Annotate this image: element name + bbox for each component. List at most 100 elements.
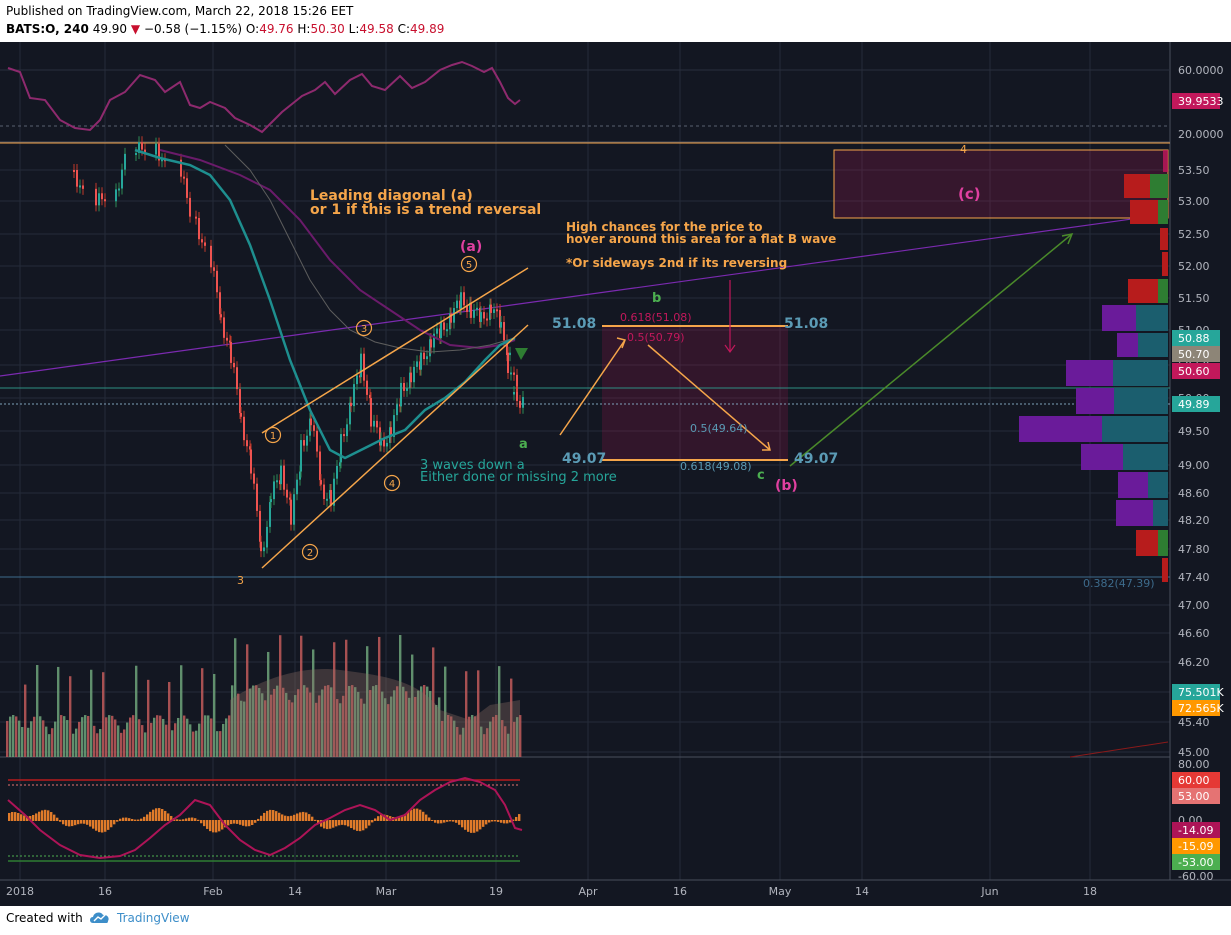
volume-bar (279, 635, 282, 757)
volume-bar (360, 698, 363, 757)
volume-bar (327, 685, 330, 757)
volume-bar (213, 673, 216, 757)
candle-body (323, 484, 325, 500)
candle-body (229, 340, 231, 343)
osc-bar (230, 820, 233, 825)
osc-bar (38, 811, 41, 821)
osc-bar (353, 820, 356, 830)
candle-body (500, 322, 502, 328)
price-axis-label: 47.40 (1178, 571, 1210, 584)
volume-bar (462, 727, 465, 757)
osc-bar (95, 820, 98, 831)
osc-bar (47, 810, 50, 821)
volume-bar (60, 715, 63, 757)
candle-body (186, 178, 188, 198)
wave-num-2: 2 (307, 548, 313, 559)
volume-bar (171, 730, 174, 757)
price-axis: 53.5053.0052.5052.0051.5051.0050.5050.00… (1178, 64, 1224, 883)
label-sideways: *Or sideways 2nd if its reversing (566, 256, 787, 270)
candle-body (463, 292, 465, 306)
volume-bar (390, 696, 393, 757)
price-badge: -15.09 (1172, 838, 1220, 854)
osc-bar (467, 820, 470, 832)
time-axis-label: Apr (578, 885, 598, 898)
volume-bar (243, 701, 246, 757)
volume-bar (405, 691, 408, 757)
volume-bar (408, 697, 411, 757)
svg-text:-53.00: -53.00 (1178, 856, 1213, 869)
volume-bar (252, 685, 255, 757)
osc-bar (266, 810, 269, 821)
candle-body (259, 510, 261, 542)
osc-bar (248, 820, 251, 827)
leading-diagonal (261, 267, 529, 569)
tradingview-link[interactable]: TradingView (117, 911, 190, 925)
wave-arrows (559, 337, 771, 451)
candle-body (239, 389, 241, 413)
osc-bar (236, 820, 239, 824)
candle-body (516, 392, 518, 401)
chart-footer (0, 906, 1231, 935)
label-high-2: hover around this area for a flat B wave (566, 232, 836, 246)
candle-body (299, 471, 301, 480)
candle-body (124, 153, 126, 170)
osc-bar (317, 820, 320, 824)
wave-a-label: (a) (460, 239, 482, 255)
price-badge: 75.501K (1172, 684, 1224, 700)
candle-body (256, 483, 258, 511)
volume-bar (141, 725, 144, 757)
volume-bar (507, 733, 510, 757)
volume-bar (123, 729, 126, 757)
label-three: 3 (237, 574, 244, 587)
candle-body (360, 353, 362, 378)
osc-bar (176, 819, 179, 821)
volume-bar (69, 676, 72, 757)
osc-bar (407, 811, 410, 821)
time-axis-label: 14 (288, 885, 302, 898)
volume-bar (132, 715, 135, 757)
volume-bar (216, 731, 219, 757)
osc-bar (440, 820, 443, 824)
price-change: −0.58 (−1.15%) (143, 22, 243, 36)
volume-bar (129, 717, 132, 757)
wave-num-5: 5 (466, 260, 472, 271)
candle-body (250, 449, 252, 474)
fib-top-left: 51.08 (552, 316, 596, 332)
volume-bar (438, 697, 441, 757)
osc-bar (188, 817, 191, 821)
created-with-text: Created with (6, 911, 83, 925)
price-axis-label: 49.00 (1178, 459, 1210, 472)
volume-bar (510, 678, 513, 757)
candle-body (73, 170, 75, 172)
candle-body (336, 465, 338, 479)
osc-bar (500, 820, 503, 823)
osc-bar (374, 818, 377, 821)
osc-bar (194, 818, 197, 821)
volume-bar (291, 702, 294, 757)
candle-body (433, 333, 435, 348)
osc-bar (77, 820, 80, 825)
candle-body (183, 176, 185, 179)
chart-canvas[interactable]: 53.5053.0052.5052.0051.5051.0050.5050.00… (0, 42, 1231, 906)
osc-bar (113, 820, 116, 825)
candle-body (180, 159, 182, 177)
candle-body (356, 375, 358, 385)
price-axis-label: 53.00 (1178, 195, 1210, 208)
price-axis-label: 48.60 (1178, 487, 1210, 500)
osc-bar (458, 820, 461, 825)
candle-body (476, 307, 478, 310)
volume-bar (315, 702, 318, 757)
volume-bar (168, 681, 171, 757)
candle-body (522, 397, 524, 408)
osc-bar (341, 820, 344, 825)
volume-bar (9, 716, 12, 757)
candle-body (313, 425, 315, 431)
osc-bar (296, 813, 299, 821)
low-value: 49.58 (359, 22, 394, 36)
last-price: 49.90 (92, 22, 128, 36)
candle-body (226, 337, 228, 341)
tradingview-cloud-icon[interactable] (88, 909, 112, 925)
volume-profile (1019, 150, 1168, 582)
osc-bar (143, 816, 146, 821)
osc-bar (86, 820, 89, 825)
